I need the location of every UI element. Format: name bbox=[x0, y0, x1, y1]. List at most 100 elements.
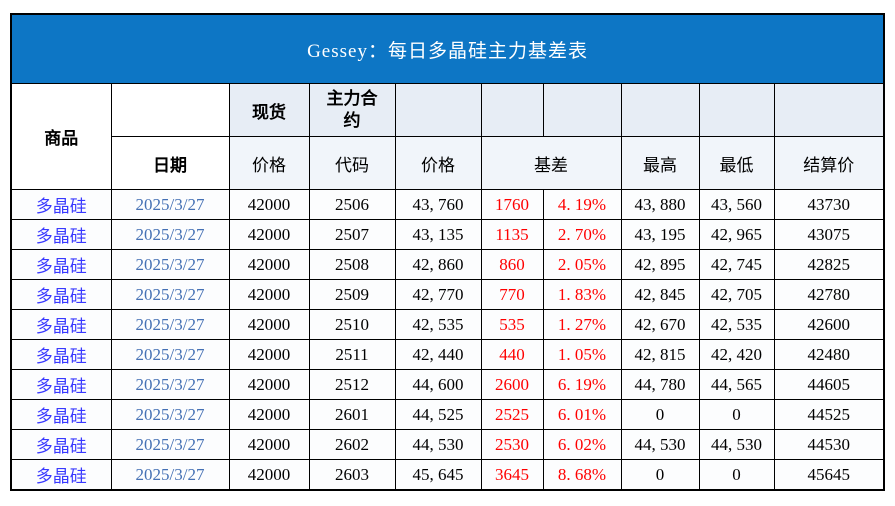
title-row: Gessey：每日多晶硅主力基差表 bbox=[10, 13, 885, 84]
settle-price-cell: 45645 bbox=[773, 459, 885, 491]
header-spacer-5 bbox=[698, 83, 775, 137]
basis-percent-cell: 6. 01% bbox=[542, 399, 622, 430]
col-header-code: 代码 bbox=[308, 136, 396, 190]
date-cell: 2025/3/27 bbox=[110, 279, 230, 310]
col-header-product: 商品 bbox=[10, 83, 112, 190]
basis-percent-cell: 2. 05% bbox=[542, 249, 622, 280]
low-cell: 44, 565 bbox=[698, 369, 775, 400]
table-row: 多晶硅 2025/3/27 42000 2506 43, 760 1760 4.… bbox=[10, 189, 885, 220]
date-cell: 2025/3/27 bbox=[110, 339, 230, 370]
spot-price-cell: 42000 bbox=[228, 339, 310, 370]
table-body: 多晶硅 2025/3/27 42000 2506 43, 760 1760 4.… bbox=[10, 189, 885, 491]
col-header-spot-price: 价格 bbox=[228, 136, 310, 190]
product-cell: 多晶硅 bbox=[10, 249, 112, 280]
header-spacer-6 bbox=[773, 83, 885, 137]
futures-price-cell: 44, 525 bbox=[394, 399, 482, 430]
contract-code-cell: 2601 bbox=[308, 399, 396, 430]
settle-price-cell: 43730 bbox=[773, 189, 885, 220]
date-cell: 2025/3/27 bbox=[110, 429, 230, 460]
contract-code-cell: 2602 bbox=[308, 429, 396, 460]
contract-code-cell: 2507 bbox=[308, 219, 396, 250]
basis-percent-cell: 8. 68% bbox=[542, 459, 622, 491]
low-cell: 43, 560 bbox=[698, 189, 775, 220]
date-cell: 2025/3/27 bbox=[110, 369, 230, 400]
table-row: 多晶硅 2025/3/27 42000 2603 45, 645 3645 8.… bbox=[10, 459, 885, 491]
spot-price-cell: 42000 bbox=[228, 249, 310, 280]
product-cell: 多晶硅 bbox=[10, 399, 112, 430]
basis-value-cell: 1760 bbox=[480, 189, 544, 220]
spot-price-cell: 42000 bbox=[228, 279, 310, 310]
table-row: 多晶硅 2025/3/27 42000 2601 44, 525 2525 6.… bbox=[10, 399, 885, 430]
daily-polysilicon-basis-table: Gessey：每日多晶硅主力基差表 商品 现货 主力合约 日期 价格 代码 价格… bbox=[10, 13, 886, 491]
basis-percent-cell: 1. 83% bbox=[542, 279, 622, 310]
contract-code-cell: 2511 bbox=[308, 339, 396, 370]
high-cell: 44, 780 bbox=[620, 369, 700, 400]
table-row: 多晶硅 2025/3/27 42000 2509 42, 770 770 1. … bbox=[10, 279, 885, 310]
header-row-group: 商品 现货 主力合约 bbox=[10, 83, 885, 190]
settle-price-cell: 44530 bbox=[773, 429, 885, 460]
low-cell: 42, 420 bbox=[698, 339, 775, 370]
basis-value-cell: 2600 bbox=[480, 369, 544, 400]
high-cell: 43, 195 bbox=[620, 219, 700, 250]
low-cell: 42, 965 bbox=[698, 219, 775, 250]
product-cell: 多晶硅 bbox=[10, 429, 112, 460]
date-cell: 2025/3/27 bbox=[110, 309, 230, 340]
product-cell: 多晶硅 bbox=[10, 459, 112, 491]
col-header-basis: 基差 bbox=[480, 136, 622, 190]
contract-code-cell: 2506 bbox=[308, 189, 396, 220]
table-row: 多晶硅 2025/3/27 42000 2602 44, 530 2530 6.… bbox=[10, 429, 885, 460]
basis-value-cell: 2530 bbox=[480, 429, 544, 460]
product-cell: 多晶硅 bbox=[10, 219, 112, 250]
table-row: 多晶硅 2025/3/27 42000 2507 43, 135 1135 2.… bbox=[10, 219, 885, 250]
date-cell: 2025/3/27 bbox=[110, 189, 230, 220]
spot-price-cell: 42000 bbox=[228, 369, 310, 400]
product-cell: 多晶硅 bbox=[10, 309, 112, 340]
basis-percent-cell: 1. 05% bbox=[542, 339, 622, 370]
spot-price-cell: 42000 bbox=[228, 429, 310, 460]
futures-price-cell: 44, 530 bbox=[394, 429, 482, 460]
col-header-main-price: 价格 bbox=[394, 136, 482, 190]
spot-price-cell: 42000 bbox=[228, 399, 310, 430]
low-cell: 0 bbox=[698, 399, 775, 430]
table-row: 多晶硅 2025/3/27 42000 2512 44, 600 2600 6.… bbox=[10, 369, 885, 400]
product-cell: 多晶硅 bbox=[10, 279, 112, 310]
low-cell: 42, 535 bbox=[698, 309, 775, 340]
settle-price-cell: 42600 bbox=[773, 309, 885, 340]
futures-price-cell: 42, 860 bbox=[394, 249, 482, 280]
futures-price-cell: 45, 645 bbox=[394, 459, 482, 491]
basis-value-cell: 2525 bbox=[480, 399, 544, 430]
settle-price-cell: 42780 bbox=[773, 279, 885, 310]
table-row: 多晶硅 2025/3/27 42000 2511 42, 440 440 1. … bbox=[10, 339, 885, 370]
header-spacer-1 bbox=[394, 83, 482, 137]
basis-value-cell: 440 bbox=[480, 339, 544, 370]
basis-percent-cell: 2. 70% bbox=[542, 219, 622, 250]
col-header-high: 最高 bbox=[620, 136, 700, 190]
table-title: Gessey：每日多晶硅主力基差表 bbox=[10, 13, 885, 84]
futures-price-cell: 43, 135 bbox=[394, 219, 482, 250]
high-cell: 42, 845 bbox=[620, 279, 700, 310]
basis-percent-cell: 4. 19% bbox=[542, 189, 622, 220]
settle-price-cell: 43075 bbox=[773, 219, 885, 250]
low-cell: 0 bbox=[698, 459, 775, 491]
table-row: 多晶硅 2025/3/27 42000 2508 42, 860 860 2. … bbox=[10, 249, 885, 280]
futures-price-cell: 44, 600 bbox=[394, 369, 482, 400]
basis-percent-cell: 6. 19% bbox=[542, 369, 622, 400]
subheader-row: 日期 价格 代码 价格 基差 最高 最低 结算价 bbox=[11, 136, 885, 190]
col-header-date: 日期 bbox=[110, 136, 230, 190]
spot-price-cell: 42000 bbox=[228, 309, 310, 340]
futures-price-cell: 42, 440 bbox=[394, 339, 482, 370]
col-header-settle: 结算价 bbox=[773, 136, 885, 190]
high-cell: 42, 815 bbox=[620, 339, 700, 370]
high-cell: 43, 880 bbox=[620, 189, 700, 220]
table-row: 多晶硅 2025/3/27 42000 2510 42, 535 535 1. … bbox=[10, 309, 885, 340]
product-cell: 多晶硅 bbox=[10, 339, 112, 370]
low-cell: 42, 705 bbox=[698, 279, 775, 310]
high-cell: 42, 670 bbox=[620, 309, 700, 340]
settle-price-cell: 42480 bbox=[773, 339, 885, 370]
low-cell: 42, 745 bbox=[698, 249, 775, 280]
high-cell: 0 bbox=[620, 399, 700, 430]
high-cell: 0 bbox=[620, 459, 700, 491]
col-header-spot: 现货 bbox=[228, 83, 310, 137]
settle-price-cell: 44525 bbox=[773, 399, 885, 430]
spot-price-cell: 42000 bbox=[228, 189, 310, 220]
